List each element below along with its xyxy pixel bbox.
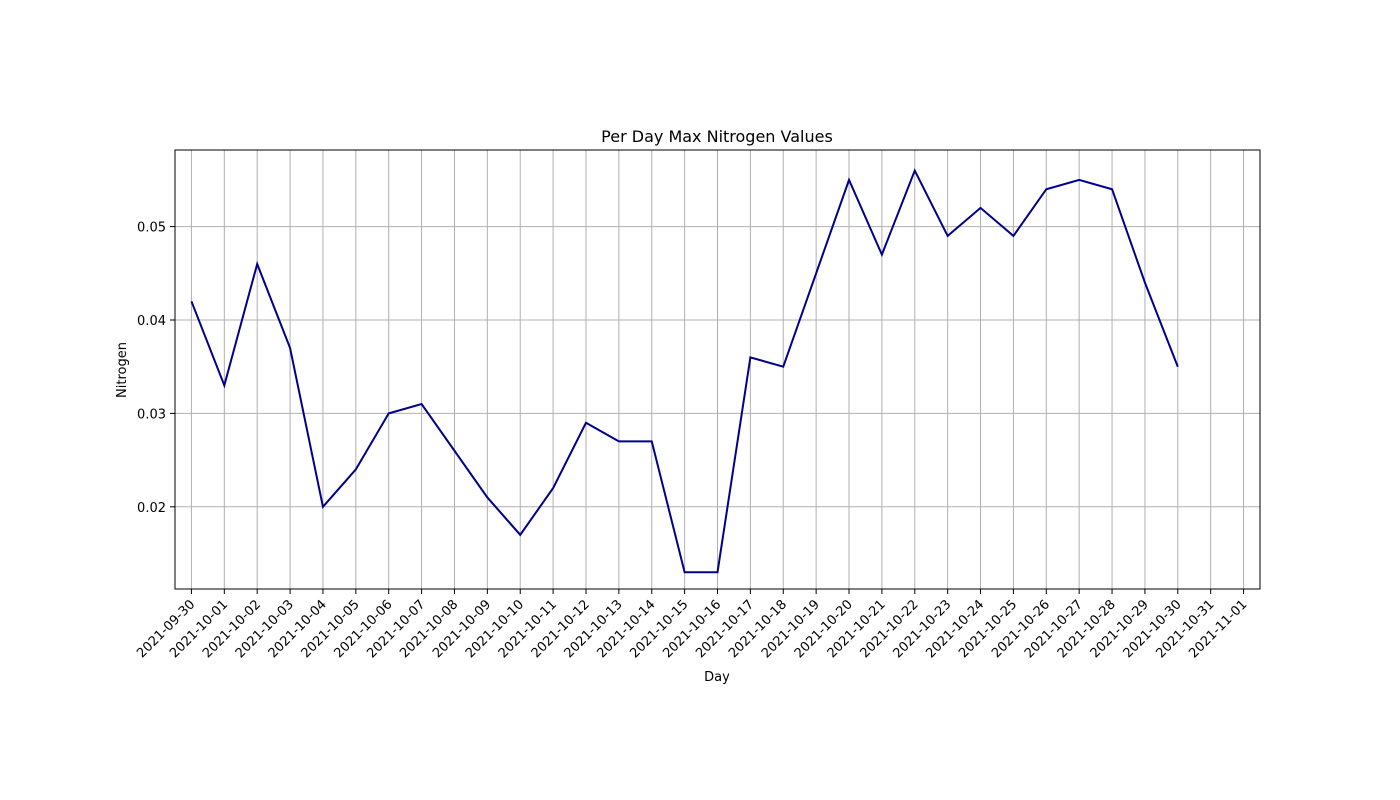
chart-title: Per Day Max Nitrogen Values [601,127,833,146]
grid-lines [175,150,1260,589]
y-axis-ticks: 0.02 0.03 0.04 0.05 [137,221,175,516]
y-tick-label: 0.05 [137,221,166,236]
y-tick-label: 0.04 [137,314,166,329]
x-axis-label: Day [704,670,730,685]
series-layer [190,168,1179,574]
y-axis-label: Nitrogen [115,342,130,398]
series-line [190,168,1179,574]
y-tick-label: 0.03 [137,407,166,422]
y-tick-label: 0.02 [137,501,166,516]
